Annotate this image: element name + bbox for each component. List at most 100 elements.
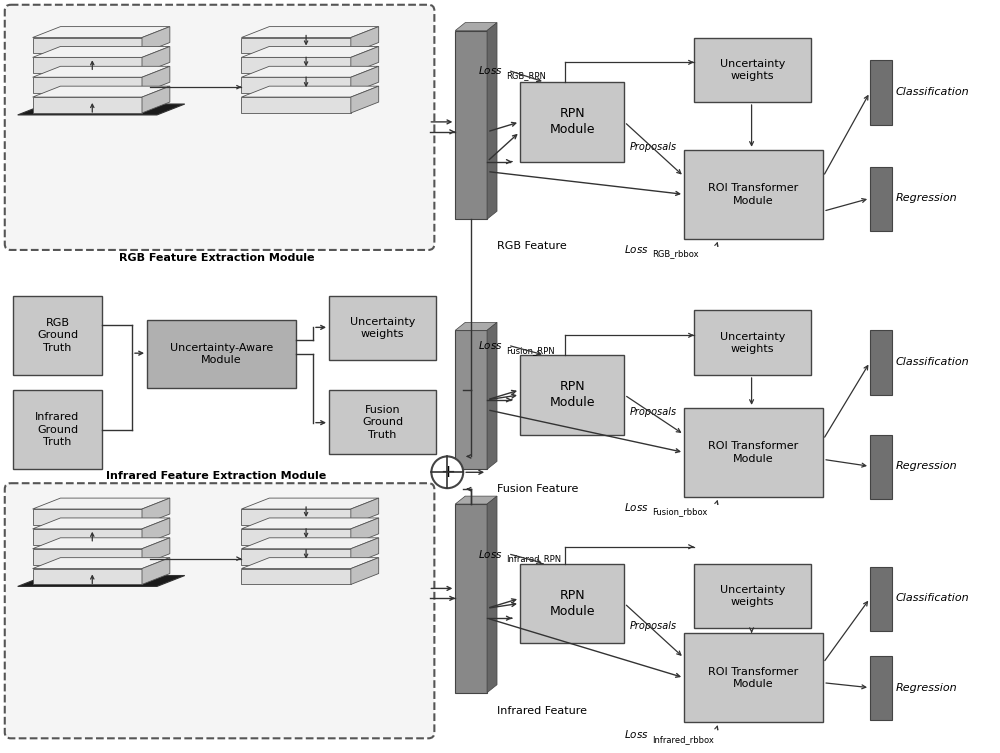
Polygon shape <box>241 509 351 525</box>
Polygon shape <box>487 23 497 219</box>
FancyBboxPatch shape <box>5 483 434 738</box>
FancyBboxPatch shape <box>329 390 436 454</box>
Polygon shape <box>351 518 379 544</box>
Text: Infrared_RPN: Infrared_RPN <box>506 554 561 563</box>
Polygon shape <box>142 538 170 565</box>
Polygon shape <box>351 538 379 565</box>
FancyBboxPatch shape <box>13 296 102 375</box>
Polygon shape <box>33 498 170 509</box>
Polygon shape <box>241 78 351 93</box>
Text: RPN
Module: RPN Module <box>549 380 595 410</box>
Polygon shape <box>33 569 142 584</box>
Text: $\mathbf{\mathit{Loss}}$: $\mathbf{\mathit{Loss}}$ <box>478 340 503 351</box>
Text: RGB_RPN: RGB_RPN <box>506 71 546 80</box>
Text: Uncertainty
weights: Uncertainty weights <box>720 584 785 607</box>
Circle shape <box>431 456 463 488</box>
Polygon shape <box>33 78 142 93</box>
Polygon shape <box>241 529 351 544</box>
Text: Uncertainty
weights: Uncertainty weights <box>720 59 785 81</box>
Polygon shape <box>241 38 351 53</box>
Text: Uncertainty-Aware
Module: Uncertainty-Aware Module <box>170 343 273 365</box>
Polygon shape <box>33 518 170 529</box>
Polygon shape <box>142 558 170 584</box>
Text: $\mathbf{\mathit{Loss}}$: $\mathbf{\mathit{Loss}}$ <box>624 501 649 513</box>
Polygon shape <box>351 47 379 73</box>
FancyBboxPatch shape <box>870 566 892 631</box>
Text: Proposals: Proposals <box>629 621 676 631</box>
Polygon shape <box>33 47 170 57</box>
Polygon shape <box>33 538 170 549</box>
Polygon shape <box>33 57 142 73</box>
Polygon shape <box>241 569 351 584</box>
Text: ROI Transformer
Module: ROI Transformer Module <box>708 441 799 464</box>
Polygon shape <box>33 549 142 565</box>
FancyBboxPatch shape <box>870 656 892 721</box>
Polygon shape <box>455 496 497 504</box>
Text: Proposals: Proposals <box>629 407 676 416</box>
Text: Regression: Regression <box>896 194 957 203</box>
Polygon shape <box>241 47 379 57</box>
Polygon shape <box>241 97 351 113</box>
FancyBboxPatch shape <box>520 82 624 162</box>
Polygon shape <box>142 498 170 525</box>
Polygon shape <box>142 518 170 544</box>
FancyBboxPatch shape <box>5 5 434 250</box>
Polygon shape <box>351 498 379 525</box>
FancyBboxPatch shape <box>870 166 892 231</box>
FancyBboxPatch shape <box>13 390 102 469</box>
Text: Proposals: Proposals <box>629 142 676 151</box>
Text: RGB Feature: RGB Feature <box>497 241 567 251</box>
FancyBboxPatch shape <box>520 355 624 434</box>
Text: $\mathbf{\mathit{Loss}}$: $\mathbf{\mathit{Loss}}$ <box>478 64 503 76</box>
Text: Classification: Classification <box>896 87 969 97</box>
Text: Fusion_rbbox: Fusion_rbbox <box>652 508 708 517</box>
FancyBboxPatch shape <box>329 296 436 360</box>
FancyBboxPatch shape <box>870 60 892 125</box>
Polygon shape <box>241 549 351 565</box>
Text: $\mathbf{\mathit{Loss}}$: $\mathbf{\mathit{Loss}}$ <box>624 728 649 740</box>
Polygon shape <box>33 509 142 525</box>
Text: $\mathbf{\mathit{Loss}}$: $\mathbf{\mathit{Loss}}$ <box>478 547 503 559</box>
FancyBboxPatch shape <box>520 563 624 643</box>
Text: Regression: Regression <box>896 462 957 471</box>
Text: Uncertainty
weights: Uncertainty weights <box>720 331 785 354</box>
Polygon shape <box>33 38 142 53</box>
Polygon shape <box>487 322 497 469</box>
Polygon shape <box>33 66 170 78</box>
FancyBboxPatch shape <box>455 504 487 693</box>
Text: Fusion_RPN: Fusion_RPN <box>506 346 555 355</box>
Text: ROI Transformer
Module: ROI Transformer Module <box>708 666 799 689</box>
Polygon shape <box>241 558 379 569</box>
Text: RPN
Module: RPN Module <box>549 589 595 617</box>
Polygon shape <box>33 26 170 38</box>
Polygon shape <box>487 496 497 693</box>
Polygon shape <box>241 518 379 529</box>
Polygon shape <box>142 47 170 73</box>
Text: +: + <box>440 463 455 481</box>
Text: ROI Transformer
Module: ROI Transformer Module <box>708 183 799 206</box>
FancyBboxPatch shape <box>147 321 296 388</box>
Polygon shape <box>241 498 379 509</box>
Text: RGB Feature Extraction Module: RGB Feature Extraction Module <box>119 253 314 263</box>
Text: Infrared_rbbox: Infrared_rbbox <box>652 735 714 744</box>
Text: Fusion
Ground
Truth: Fusion Ground Truth <box>362 405 403 440</box>
Text: $\mathbf{\mathit{Loss}}$: $\mathbf{\mathit{Loss}}$ <box>624 243 649 255</box>
Polygon shape <box>241 538 379 549</box>
Text: Uncertainty
weights: Uncertainty weights <box>350 317 415 339</box>
FancyBboxPatch shape <box>694 563 811 628</box>
FancyBboxPatch shape <box>455 31 487 219</box>
Polygon shape <box>33 97 142 113</box>
Polygon shape <box>142 66 170 93</box>
Polygon shape <box>455 23 497 31</box>
Text: Infrared Feature Extraction Module: Infrared Feature Extraction Module <box>106 471 327 481</box>
Polygon shape <box>18 104 185 115</box>
Polygon shape <box>33 558 170 569</box>
Text: Fusion Feature: Fusion Feature <box>497 484 578 494</box>
FancyBboxPatch shape <box>684 633 823 722</box>
Polygon shape <box>33 529 142 544</box>
Text: Infrared
Ground
Truth: Infrared Ground Truth <box>35 412 80 447</box>
Polygon shape <box>142 26 170 53</box>
Text: RGB
Ground
Truth: RGB Ground Truth <box>37 318 78 352</box>
Polygon shape <box>241 26 379 38</box>
FancyBboxPatch shape <box>455 331 487 469</box>
